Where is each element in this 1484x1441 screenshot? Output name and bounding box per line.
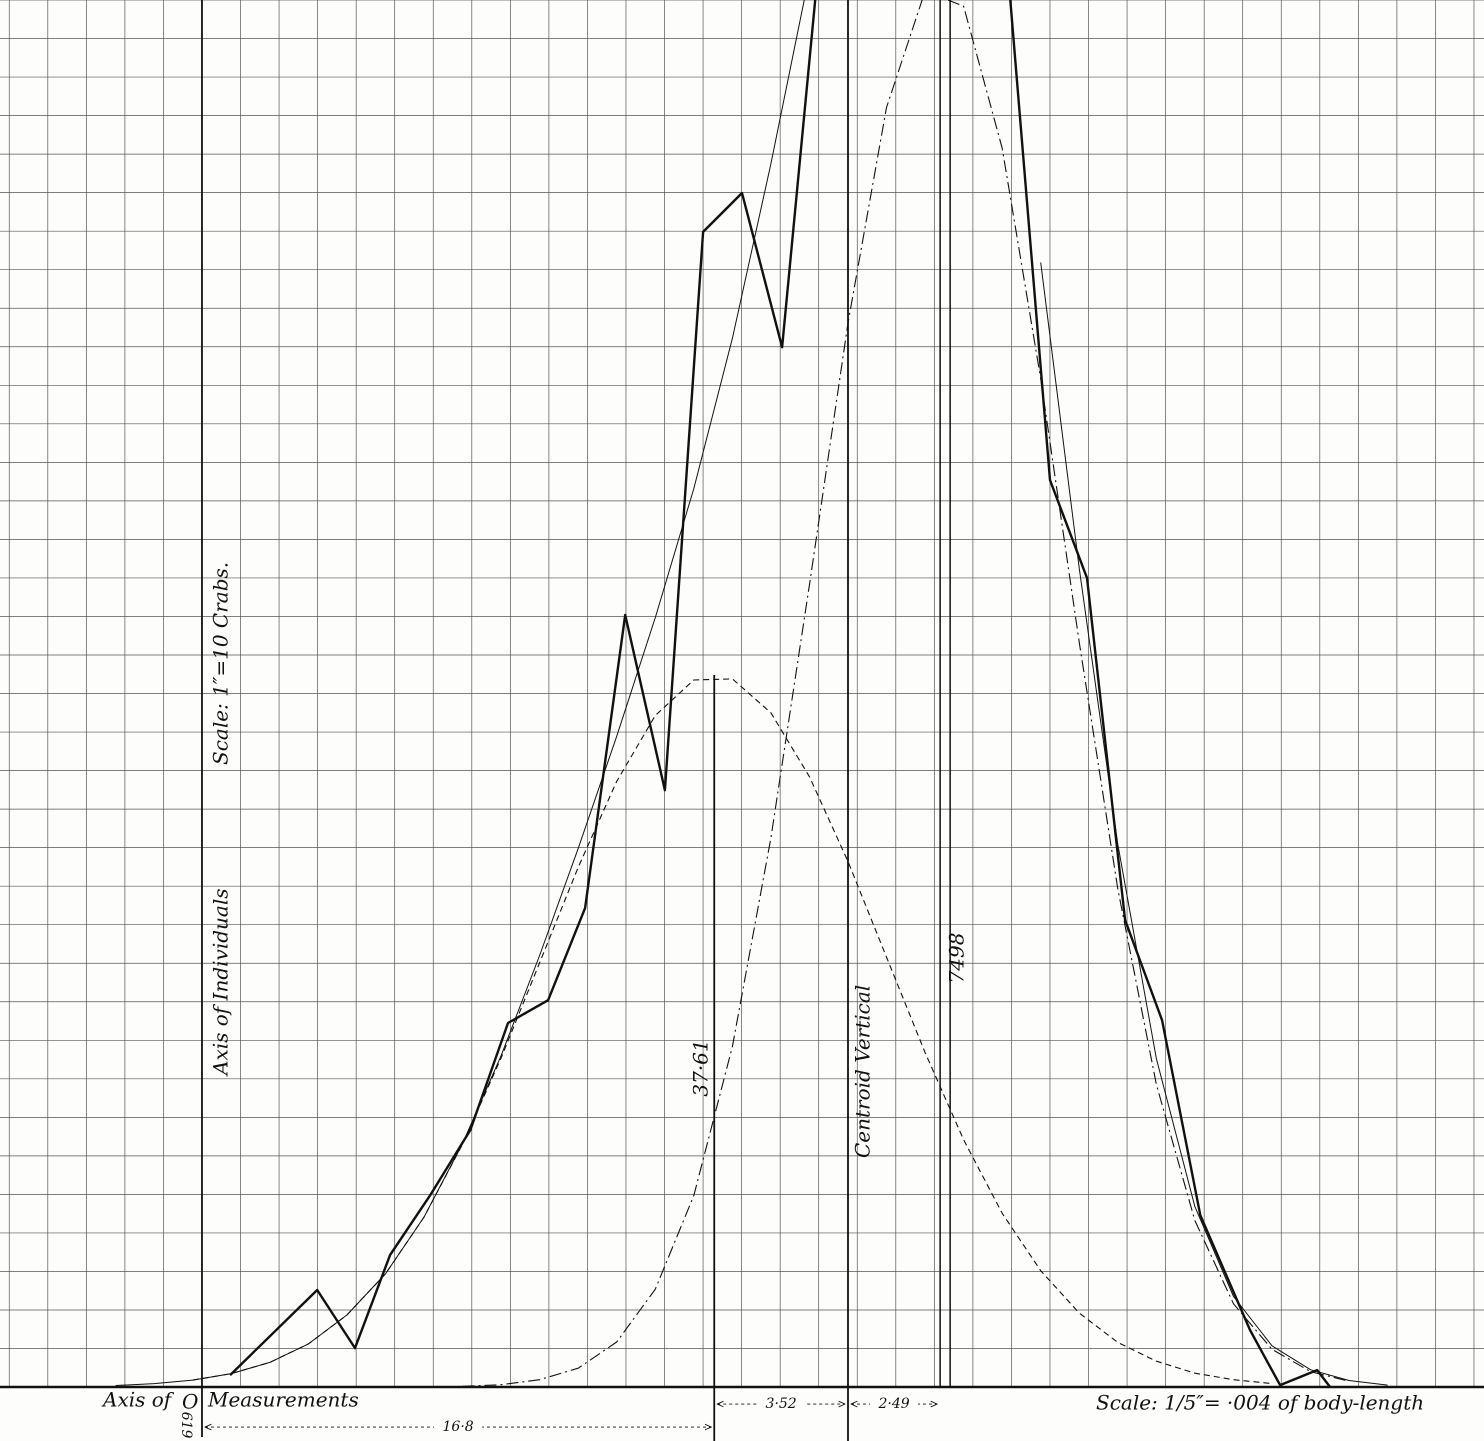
- dimension-label-bg: [434, 1417, 483, 1438]
- x-axis-label: Measurements: [207, 1388, 359, 1412]
- x-axis-label: Axis of: [101, 1388, 175, 1412]
- distance-label: 2·49: [877, 1396, 909, 1412]
- distance-label: 16·8: [443, 1419, 474, 1435]
- y-scale: Scale: 1″=10 Crabs.: [208, 562, 232, 765]
- y-axis-label: Axis of Individuals: [208, 889, 232, 1077]
- ordinate-label: 7498: [945, 933, 969, 984]
- x-scale: Scale: 1/5″= ·004 of body-length: [1096, 1391, 1424, 1415]
- mode-height-label: 37·61: [689, 1039, 713, 1096]
- curve-thick: [229, 0, 1332, 1388]
- origin-value: 619: [178, 1412, 194, 1439]
- distance-label: 3·52: [766, 1396, 797, 1412]
- curve-dash-dot: [462, 0, 1350, 1387]
- curve-dashed: [192, 678, 1273, 1385]
- origin-label: O: [182, 1390, 198, 1414]
- dimension-label-bg: [757, 1394, 806, 1415]
- centroid-label: Centroid Vertical: [851, 985, 875, 1158]
- curve-thin: [115, 0, 1388, 1386]
- dimension-label-bg: [870, 1394, 919, 1415]
